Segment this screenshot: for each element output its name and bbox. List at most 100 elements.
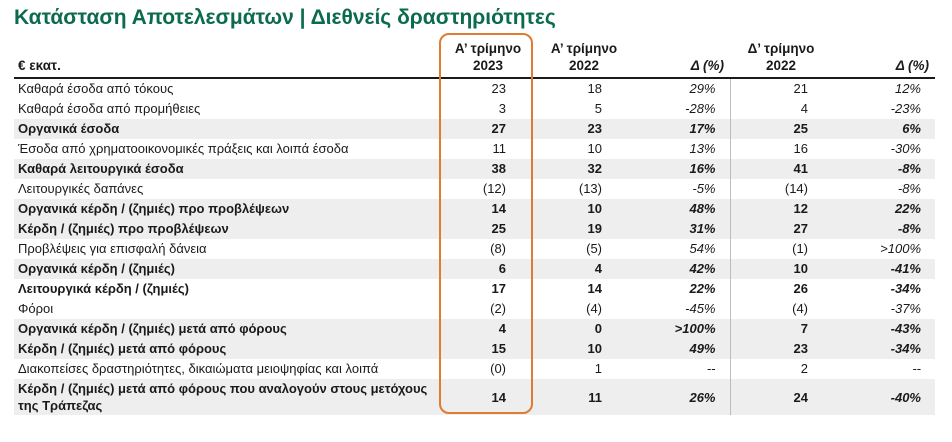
cell-q1-2023: (2) bbox=[490, 301, 506, 316]
header-q4-2022-line1: Δ’ τρίμηνο bbox=[747, 41, 815, 56]
row-label: Καθαρά λειτουργικά έσοδα bbox=[14, 159, 440, 179]
cell-delta-1: 22% bbox=[632, 279, 731, 299]
cell-q4-2022: 4 bbox=[800, 101, 808, 116]
cell-delta-2: -30% bbox=[890, 141, 921, 156]
table-row: Λειτουργικές δαπάνες (12) (13) -5% (14) -8% bbox=[14, 179, 935, 199]
cell-q1-2022: 1 bbox=[594, 361, 602, 376]
table-row: Φόροι (2) (4) -45% (4) -37% bbox=[14, 299, 935, 319]
cell-delta-2: -23% bbox=[890, 101, 921, 116]
cell-q1-2023: 4 bbox=[440, 319, 536, 339]
cell-delta-2: >100% bbox=[880, 241, 921, 256]
cell-q1-2023: 23 bbox=[491, 81, 506, 96]
cell-q4-2022: 26 bbox=[793, 281, 808, 296]
cell-q4-2022: 25 bbox=[730, 119, 832, 139]
cell-q1-2023: 38 bbox=[440, 159, 536, 179]
cell-q1-2023: 6 bbox=[440, 259, 536, 279]
cell-delta-2: -34% bbox=[832, 339, 935, 359]
header-q4-2022: Δ’ τρίμηνο 2022 bbox=[730, 36, 832, 79]
header-label: € εκατ. bbox=[14, 36, 440, 79]
row-label: Κέρδη / (ζημιές) μετά από φόρους που ανα… bbox=[14, 379, 440, 415]
cell-q1-2022: 5 bbox=[594, 101, 602, 116]
row-label: Λειτουργικές δαπάνες bbox=[18, 181, 144, 196]
income-statement-table: € εκατ. Α’ τρίμηνο 2023 Α’ τρίμηνο 2022 … bbox=[14, 36, 935, 415]
cell-delta-1: >100% bbox=[632, 319, 731, 339]
header-delta-1-text: Δ (%) bbox=[690, 58, 724, 73]
cell-delta-1: 26% bbox=[632, 379, 731, 415]
cell-delta-2: 6% bbox=[832, 119, 935, 139]
cell-delta-2: -43% bbox=[832, 319, 935, 339]
cell-q4-2022: 23 bbox=[730, 339, 832, 359]
row-label: Κέρδη / (ζημιές) μετά από φόρους bbox=[14, 339, 440, 359]
table-row: Κέρδη / (ζημιές) προ προβλέψεων 25 19 31% 27… bbox=[14, 219, 935, 239]
cell-delta-2: -8% bbox=[832, 219, 935, 239]
cell-delta-2: -8% bbox=[832, 159, 935, 179]
cell-q4-2022: (1) bbox=[792, 241, 808, 256]
header-delta-2-text: Δ (%) bbox=[895, 58, 929, 73]
cell-q1-2022: 0 bbox=[536, 319, 632, 339]
cell-q1-2022: 10 bbox=[536, 339, 632, 359]
cell-delta-2: 22% bbox=[832, 199, 935, 219]
row-label: Προβλέψεις για επισφαλή δάνεια bbox=[18, 241, 207, 256]
cell-q1-2023: 15 bbox=[440, 339, 536, 359]
cell-delta-2: -37% bbox=[890, 301, 921, 316]
cell-q4-2022: 7 bbox=[730, 319, 832, 339]
cell-delta-2: -34% bbox=[890, 281, 921, 296]
row-label: Έσοδα από χρηματοοικονομικές πράξεις και… bbox=[18, 141, 349, 156]
table-row: Προβλέψεις για επισφαλή δάνεια (8) (5) 54% (… bbox=[14, 239, 935, 259]
cell-q1-2023: (8) bbox=[490, 241, 506, 256]
cell-delta-1: 16% bbox=[632, 159, 731, 179]
header-label-text: € εκατ. bbox=[18, 58, 61, 73]
cell-delta-1: 31% bbox=[632, 219, 731, 239]
row-label: Φόροι bbox=[18, 301, 54, 316]
cell-delta-1: 48% bbox=[632, 199, 731, 219]
table-row: Οργανικά έσοδα 27 23 17% 25 6% bbox=[14, 119, 935, 139]
row-label: Λειτουργικά κέρδη / (ζημιές) bbox=[18, 281, 189, 296]
cell-delta-2: -40% bbox=[832, 379, 935, 415]
cell-q1-2023: 11 bbox=[492, 141, 507, 156]
cell-q4-2022: 12 bbox=[730, 199, 832, 219]
cell-q1-2023: 27 bbox=[440, 119, 536, 139]
cell-q4-2022: 27 bbox=[730, 219, 832, 239]
cell-q4-2022: 21 bbox=[793, 81, 808, 96]
cell-delta-1: -5% bbox=[632, 179, 731, 199]
cell-q4-2022: 16 bbox=[793, 141, 808, 156]
table-row: Οργανικά κέρδη / (ζημιές) μετά από φόρου… bbox=[14, 319, 935, 339]
cell-delta-2: -41% bbox=[832, 259, 935, 279]
table-row: Λειτουργικά κέρδη / (ζημιές) 17 14 22% 26 -34… bbox=[14, 279, 935, 299]
page-title: Κατάσταση Αποτελεσμάτων | Διεθνείς δραστ… bbox=[14, 6, 556, 29]
cell-q1-2022: (5) bbox=[586, 241, 602, 256]
header-q1-2022-line1: Α’ τρίμηνο bbox=[550, 41, 618, 56]
row-label: Οργανικά κέρδη / (ζημιές) μετά από φόρου… bbox=[14, 319, 440, 339]
cell-delta-1: -- bbox=[632, 359, 731, 379]
table-row: Καθαρά έσοδα από προμήθειες 3 5 -28% 4 -23% bbox=[14, 99, 935, 119]
cell-q1-2022: 11 bbox=[536, 379, 632, 415]
header-delta-1: Δ (%) bbox=[632, 36, 730, 79]
row-label: Οργανικά έσοδα bbox=[14, 119, 440, 139]
header-q1-2023-line2: 2023 bbox=[472, 58, 504, 73]
cell-delta-1: 29% bbox=[632, 78, 731, 99]
table-row: Καθαρά λειτουργικά έσοδα 38 32 16% 41 -8% bbox=[14, 159, 935, 179]
cell-delta-1: 54% bbox=[632, 239, 731, 259]
header-q1-2022: Α’ τρίμηνο 2022 bbox=[536, 36, 632, 79]
header-delta-2: Δ (%) bbox=[832, 36, 935, 79]
table-row: Καθαρά έσοδα από τόκους 23 18 29% 21 12% bbox=[14, 78, 935, 99]
cell-q4-2022: 10 bbox=[730, 259, 832, 279]
cell-delta-1: 42% bbox=[632, 259, 731, 279]
cell-q4-2022: 24 bbox=[730, 379, 832, 415]
cell-delta-1: 49% bbox=[632, 339, 731, 359]
header-q1-2023-line1: Α’ τρίμηνο bbox=[454, 41, 522, 56]
table-row: Οργανικά κέρδη / (ζημιές) 6 4 42% 10 -41% bbox=[14, 259, 935, 279]
cell-q1-2022: (13) bbox=[578, 181, 602, 196]
cell-delta-2: -8% bbox=[897, 181, 921, 196]
cell-q4-2022: 2 bbox=[800, 361, 808, 376]
row-label: Διακοπείσες δραστηριότητες, δικαιώματα μ… bbox=[18, 361, 379, 376]
cell-q1-2022: 10 bbox=[587, 141, 602, 156]
cell-delta-2: 12% bbox=[894, 81, 921, 96]
cell-q1-2022: (4) bbox=[586, 301, 602, 316]
table-row: Κέρδη / (ζημιές) μετά από φόρους 15 10 49% 2… bbox=[14, 339, 935, 359]
header-q4-2022-line2: 2022 bbox=[765, 58, 797, 73]
table-row: Έσοδα από χρηματοοικονομικές πράξεις και… bbox=[14, 139, 935, 159]
row-label: Οργανικά κέρδη / (ζημιές) bbox=[14, 259, 440, 279]
cell-delta-2: -- bbox=[912, 361, 921, 376]
table-row: Κέρδη / (ζημιές) μετά από φόρους που ανα… bbox=[14, 379, 935, 415]
